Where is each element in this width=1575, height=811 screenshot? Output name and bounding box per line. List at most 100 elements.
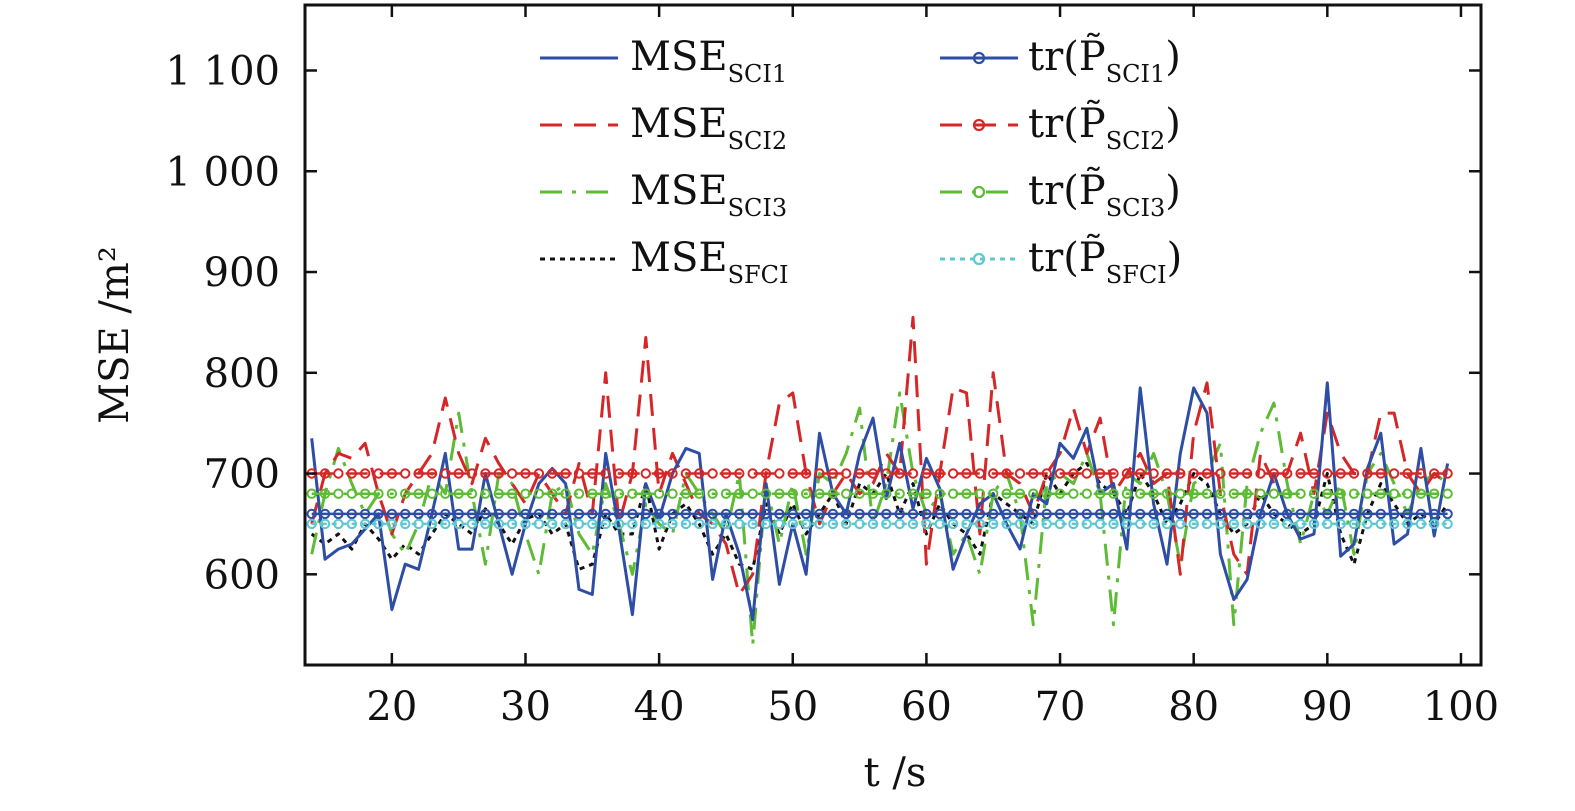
data-point-trace-sci2 [466,468,478,479]
data-point-trace-sci3 [867,488,879,499]
data-point-trace-sfci [947,518,959,530]
data-point-trace-sci2 [1335,468,1346,479]
data-point-trace-sci3 [667,488,678,499]
data-point-trace-sci1 [921,508,932,520]
data-point-trace-sci2 [907,468,919,479]
data-point-trace-sci1 [520,508,531,520]
data-point-trace-sci3 [319,488,331,499]
data-point-trace-sci1 [533,508,545,520]
data-point-trace-sfci [533,518,545,530]
data-point-trace-sci3 [1375,488,1387,499]
legend-item-trace-sfci: tr(P̃SFCI) [940,234,1182,289]
data-point-trace-sci1 [627,508,638,520]
data-point-trace-sci2 [547,468,558,479]
data-point-trace-sci2 [1282,468,1293,479]
data-point-trace-sci3 [359,488,371,499]
data-point-trace-sci2 [453,468,464,479]
data-point-trace-sci2 [774,468,785,479]
data-point-trace-sci3 [1121,488,1133,499]
x-tick-label: 50 [767,684,818,730]
data-point-trace-sfci [1014,518,1026,530]
data-point-trace-sci3 [947,488,959,499]
data-point-trace-sfci [1094,518,1106,530]
data-point-trace-sci3 [573,488,585,499]
legend-label: tr(P̃SFCI) [1028,234,1182,289]
data-point-trace-sci1 [1241,508,1253,520]
data-point-trace-sci3 [1322,488,1333,499]
data-point-trace-sci1 [800,508,812,520]
data-point-trace-sci2 [1255,468,1266,479]
data-point-trace-sfci [1148,518,1159,530]
series-trace-sfci [306,518,1453,530]
data-point-trace-sci3 [747,488,758,499]
data-point-trace-sfci [386,518,398,530]
plot-frame [303,3,1483,667]
data-point-trace-sfci [1215,518,1226,530]
data-point-trace-sci2 [480,468,491,479]
x-tick-label: 60 [901,684,952,730]
data-point-trace-sci1 [734,508,745,520]
data-point-trace-sfci [1402,518,1413,530]
data-point-trace-sci1 [440,508,451,520]
data-point-trace-sfci [867,518,879,530]
data-point-trace-sci3 [934,488,945,499]
data-point-trace-sci1 [1108,508,1119,520]
data-point-trace-sci2 [1175,468,1186,479]
data-point-trace-sci3 [1228,488,1240,499]
data-point-trace-sfci [440,518,451,530]
data-point-trace-sci2 [667,468,678,479]
data-point-trace-sci2 [1135,468,1146,479]
data-point-trace-sci2 [947,468,959,479]
data-point-trace-sci2 [827,468,839,479]
data-point-trace-sfci [613,518,625,530]
data-point-trace-sci2 [600,468,611,479]
data-point-trace-sci1 [1415,508,1427,520]
data-point-trace-sci1 [587,508,598,520]
data-point-trace-sci3 [1268,488,1280,499]
data-point-trace-sci1 [560,508,571,520]
data-point-trace-sfci [359,518,371,530]
data-point-trace-sci2 [734,468,745,479]
series-mse-sci2 [310,315,1449,596]
data-point-trace-sci1 [1161,508,1173,520]
data-point-trace-sci1 [1308,508,1320,520]
data-point-trace-sci2 [1028,468,1039,479]
data-point-trace-sci2 [1014,468,1026,479]
data-point-trace-sfci [1001,518,1012,530]
data-point-trace-sci3 [881,488,892,499]
data-point-trace-sfci [694,518,705,530]
data-point-trace-sfci [720,518,732,530]
data-point-trace-sci1 [867,508,879,520]
data-point-trace-sci3 [600,488,611,499]
y-axis-label: MSE /m² [92,246,138,424]
legend-marker [972,51,986,65]
data-point-trace-sci1 [1429,508,1440,520]
data-point-trace-sci1 [1121,508,1133,520]
data-point-trace-sci2 [440,468,451,479]
data-point-trace-sci1 [1375,508,1387,520]
legend-label: MSESCI3 [630,168,787,222]
data-point-trace-sfci [1295,518,1306,530]
series-mse-sci1 [310,381,1450,622]
data-point-trace-sci1 [413,508,424,520]
data-point-trace-sci3 [440,488,451,499]
data-point-trace-sfci [854,518,865,530]
data-point-trace-sci3 [627,488,638,499]
data-point-trace-sci3 [988,488,999,499]
data-point-trace-sci3 [613,488,625,499]
data-point-trace-sci1 [506,508,518,520]
data-point-trace-sci2 [653,468,665,479]
data-point-trace-sci1 [493,508,504,520]
data-point-trace-sci1 [1201,508,1213,520]
data-point-trace-sci2 [1322,468,1333,479]
x-tick-label: 70 [1035,684,1086,730]
data-point-trace-sci1 [1362,508,1373,520]
data-point-trace-sci2 [333,468,344,479]
data-point-trace-sci3 [760,488,772,499]
data-point-trace-sci1 [707,508,718,520]
data-point-trace-sci1 [1322,508,1333,520]
data-point-trace-sci2 [1108,468,1119,479]
data-point-trace-sci2 [1054,468,1066,479]
data-point-trace-sci3 [426,488,438,499]
